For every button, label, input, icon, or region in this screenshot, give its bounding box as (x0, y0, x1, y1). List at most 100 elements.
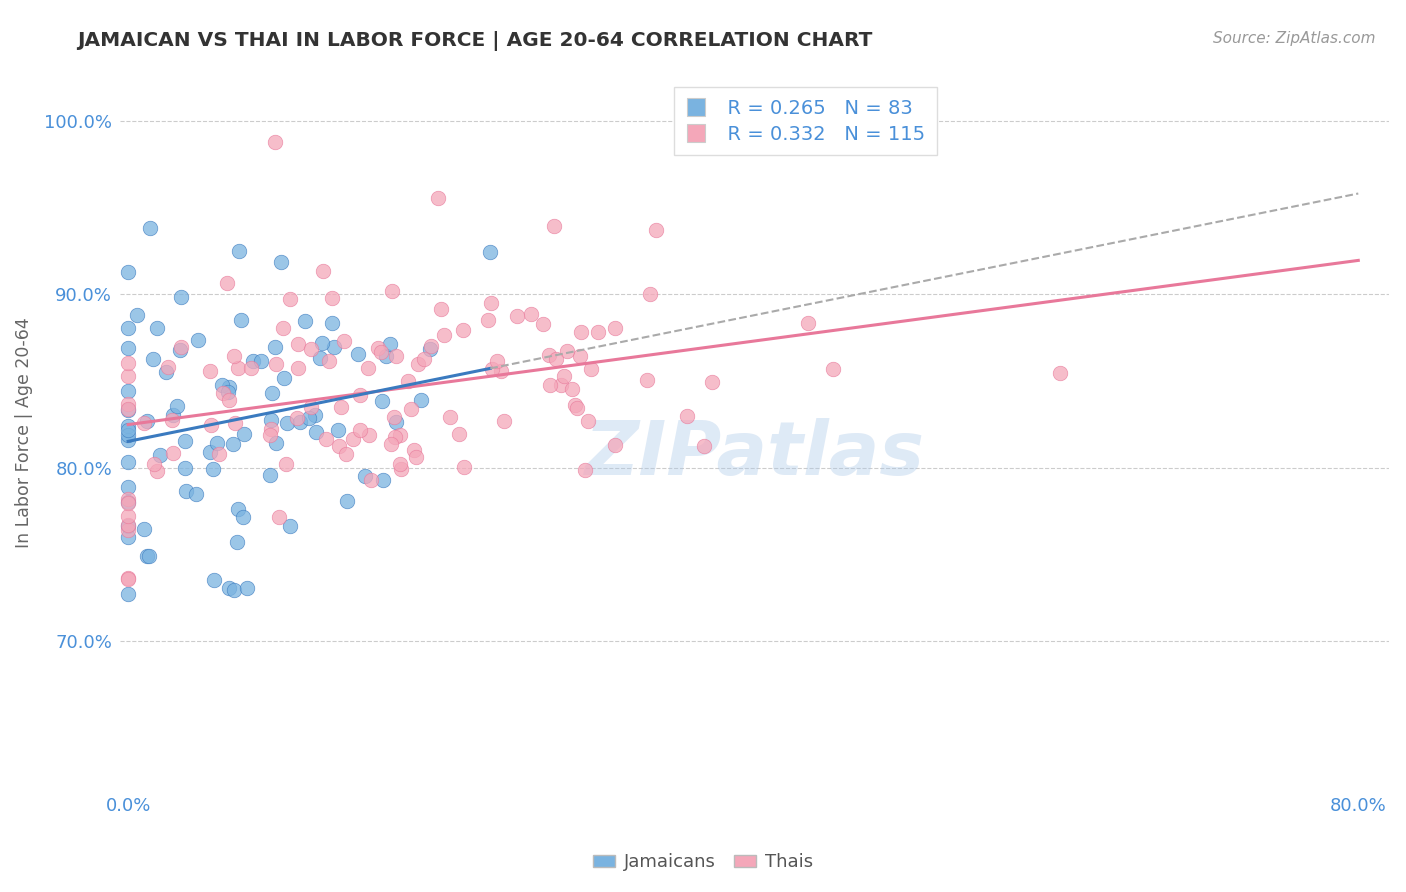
Point (117, 356, 139, 370)
Point (117, 320, 139, 334)
Point (240, 361, 263, 376)
Point (603, 438, 626, 452)
Point (146, 464, 169, 478)
Point (427, 191, 450, 205)
Point (259, 467, 281, 482)
Point (117, 530, 139, 544)
Point (207, 436, 229, 450)
Point (389, 461, 412, 475)
Point (481, 362, 503, 376)
Point (142, 457, 165, 471)
Point (233, 426, 256, 441)
Point (273, 371, 295, 385)
Point (226, 361, 249, 376)
Point (136, 549, 159, 563)
Point (561, 382, 583, 396)
Point (222, 583, 245, 598)
Point (173, 461, 195, 475)
Point (184, 486, 207, 500)
Point (326, 423, 349, 437)
Point (136, 414, 159, 428)
Point (574, 463, 596, 477)
Point (132, 523, 155, 537)
Point (586, 325, 609, 339)
Point (174, 434, 197, 448)
Point (531, 318, 554, 332)
Point (202, 573, 225, 587)
Text: JAMAICAN VS THAI IN LABOR FORCE | AGE 20-64 CORRELATION CHART: JAMAICAN VS THAI IN LABOR FORCE | AGE 20… (77, 31, 873, 51)
Point (569, 325, 592, 339)
Point (304, 425, 326, 439)
Point (359, 428, 381, 442)
Point (579, 362, 602, 376)
Point (388, 457, 411, 471)
Point (384, 430, 406, 444)
Point (381, 285, 404, 299)
Point (125, 308, 148, 322)
Point (221, 436, 243, 450)
Point (354, 468, 377, 483)
Point (330, 400, 353, 414)
Point (367, 341, 389, 355)
Point (644, 223, 666, 237)
Point (821, 361, 844, 376)
Point (419, 342, 441, 356)
Legend: Jamaicans, Thais: Jamaicans, Thais (586, 847, 820, 879)
Point (263, 135, 285, 149)
Point (371, 393, 394, 408)
Point (312, 264, 335, 278)
Point (117, 402, 139, 417)
Point (453, 460, 475, 475)
Point (569, 349, 592, 363)
Point (371, 473, 394, 487)
Point (200, 418, 222, 433)
Point (494, 414, 516, 428)
Point (146, 321, 169, 335)
Point (176, 483, 198, 498)
Point (242, 354, 264, 368)
Point (232, 509, 254, 524)
Point (198, 444, 221, 458)
Point (117, 368, 139, 383)
Point (138, 549, 160, 564)
Point (433, 328, 456, 343)
Point (117, 427, 139, 442)
Point (236, 581, 259, 595)
Point (169, 343, 191, 357)
Point (117, 396, 139, 410)
Point (700, 375, 723, 389)
Point (429, 302, 451, 317)
Point (328, 439, 350, 453)
Point (349, 423, 371, 437)
Point (250, 354, 273, 368)
Point (405, 450, 427, 464)
Point (278, 293, 301, 307)
Point (693, 439, 716, 453)
Point (449, 427, 471, 442)
Point (370, 344, 392, 359)
Point (538, 377, 561, 392)
Point (117, 479, 139, 493)
Point (117, 419, 139, 434)
Point (117, 403, 139, 417)
Point (117, 571, 139, 585)
Point (479, 244, 502, 259)
Point (318, 354, 340, 368)
Point (278, 519, 301, 533)
Point (380, 437, 402, 451)
Point (260, 413, 283, 427)
Point (1049, 366, 1071, 380)
Point (218, 393, 240, 408)
Point (117, 423, 139, 437)
Point (564, 398, 586, 412)
Point (156, 359, 179, 374)
Point (170, 340, 193, 354)
Point (544, 352, 567, 367)
Point (382, 410, 405, 425)
Point (605, 321, 627, 335)
Point (399, 401, 422, 416)
Point (797, 316, 820, 330)
Point (260, 386, 283, 401)
Point (271, 320, 294, 334)
Point (380, 337, 402, 351)
